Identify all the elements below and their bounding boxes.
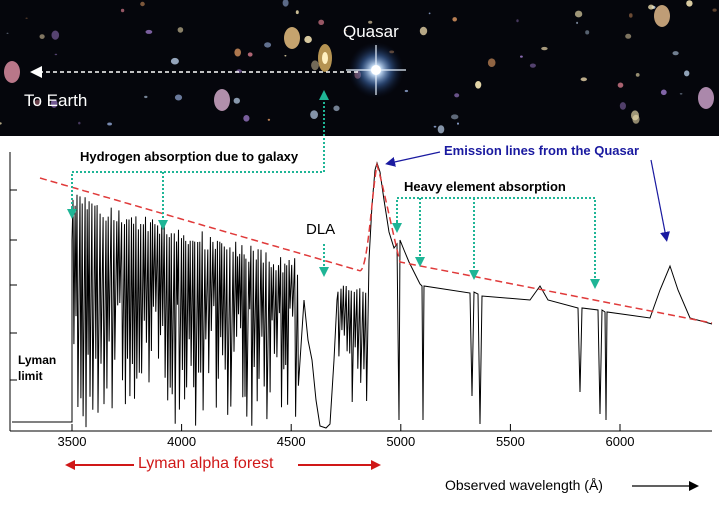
background-galaxy <box>295 10 299 15</box>
x-tick-label: 5500 <box>496 434 525 449</box>
emission-line-arrows <box>385 151 670 242</box>
background-galaxy <box>475 81 482 89</box>
background-galaxy <box>170 57 179 65</box>
heavy-element-arrows <box>392 197 600 289</box>
background-galaxy <box>679 93 683 95</box>
heavy-element-label: Heavy element absorption <box>404 179 566 194</box>
background-galaxy <box>51 30 60 40</box>
background-galaxy <box>654 5 670 27</box>
background-galaxy <box>574 10 583 18</box>
quasar-label: Quasar <box>343 22 399 41</box>
background-galaxy <box>684 70 690 77</box>
background-galaxy <box>310 110 318 119</box>
background-galaxy <box>454 93 460 98</box>
background-galaxy <box>404 89 409 93</box>
background-galaxy <box>247 52 253 57</box>
background-galaxy <box>311 60 319 71</box>
background-galaxy <box>145 29 153 34</box>
background-galaxy <box>686 0 693 7</box>
dla-label: DLA <box>306 221 336 238</box>
background-galaxy <box>107 122 112 126</box>
background-galaxy <box>39 34 45 39</box>
background-galaxy <box>344 29 347 31</box>
quasar-spectrum-line <box>12 161 713 429</box>
background-galaxy <box>284 27 300 49</box>
quasar-space-banner <box>0 0 719 136</box>
background-galaxy <box>34 99 41 107</box>
background-galaxy <box>585 30 590 35</box>
lyman-alpha-forest-label: Lyman alpha forest <box>138 455 274 472</box>
galaxy-icon <box>318 44 332 72</box>
background-galaxy <box>433 125 437 128</box>
background-galaxy <box>25 17 28 19</box>
background-galaxy <box>234 48 241 57</box>
background-galaxy <box>177 27 184 33</box>
background-galaxy <box>284 55 287 57</box>
continuum-fit-dashed <box>39 162 713 324</box>
background-galaxy <box>333 105 340 112</box>
background-galaxy <box>451 114 459 120</box>
background-galaxy <box>541 46 548 51</box>
background-galaxy <box>120 8 125 13</box>
background-galaxy <box>635 73 640 77</box>
background-galaxy <box>174 94 183 101</box>
y-axis-ticks <box>10 189 17 381</box>
hydrogen-absorption-label: Hydrogen absorption due to galaxy <box>80 149 299 164</box>
to-earth-label: To Earth <box>24 91 88 110</box>
x-axis-ticks: 3500 4000 4500 5000 5500 6000 <box>58 424 635 449</box>
background-galaxy <box>437 125 445 134</box>
background-galaxy <box>54 53 58 56</box>
background-galaxy <box>631 110 639 121</box>
background-galaxy <box>529 63 536 68</box>
background-galaxy <box>712 8 717 12</box>
background-galaxy <box>50 99 58 108</box>
x-tick-label: 4000 <box>167 434 196 449</box>
lyman-limit-label: Lyman limit <box>18 352 56 384</box>
background-galaxy <box>576 21 579 24</box>
x-tick-label: 3500 <box>58 434 87 449</box>
background-galaxy <box>629 13 633 18</box>
background-galaxy <box>428 12 431 15</box>
background-galaxy <box>140 1 145 7</box>
background-galaxy <box>452 17 458 22</box>
emission-lines-label: Emission lines from the Quasar <box>444 143 640 158</box>
background-galaxy <box>648 4 655 10</box>
background-galaxy <box>282 0 289 7</box>
background-galaxy <box>368 20 373 24</box>
quasar-star-icon <box>346 42 406 98</box>
x-tick-label: 5000 <box>386 434 415 449</box>
background-galaxy <box>619 102 627 110</box>
background-galaxy <box>580 77 587 82</box>
background-galaxy <box>0 122 2 125</box>
background-galaxy <box>78 121 81 125</box>
background-galaxy <box>267 118 271 121</box>
to-earth-arrowhead <box>30 66 42 78</box>
background-galaxy <box>672 51 679 56</box>
x-tick-label: 6000 <box>606 434 635 449</box>
background-galaxy <box>243 115 250 122</box>
observed-wavelength-label: Observed wavelength (Å) <box>445 477 603 493</box>
background-galaxy <box>516 19 519 23</box>
background-galaxy <box>6 32 9 34</box>
background-galaxy <box>144 95 148 99</box>
background-galaxy <box>214 89 230 111</box>
background-galaxy <box>617 82 624 88</box>
background-galaxy <box>487 58 496 67</box>
background-galaxy <box>304 35 312 44</box>
hydrogen-absorption-arrows <box>67 171 324 230</box>
lyman-limit-line2: limit <box>18 369 43 383</box>
background-galaxy <box>625 33 632 39</box>
background-galaxy <box>698 87 714 109</box>
background-galaxy <box>457 122 459 125</box>
background-galaxy <box>419 26 428 36</box>
background-galaxy <box>233 97 240 104</box>
lyman-limit-line1: Lyman <box>18 353 57 367</box>
background-galaxy <box>520 55 523 58</box>
background-galaxy <box>660 89 667 96</box>
background-galaxy <box>4 61 20 83</box>
background-galaxy <box>264 42 272 48</box>
x-tick-label: 4500 <box>277 434 306 449</box>
background-galaxy <box>318 19 325 25</box>
